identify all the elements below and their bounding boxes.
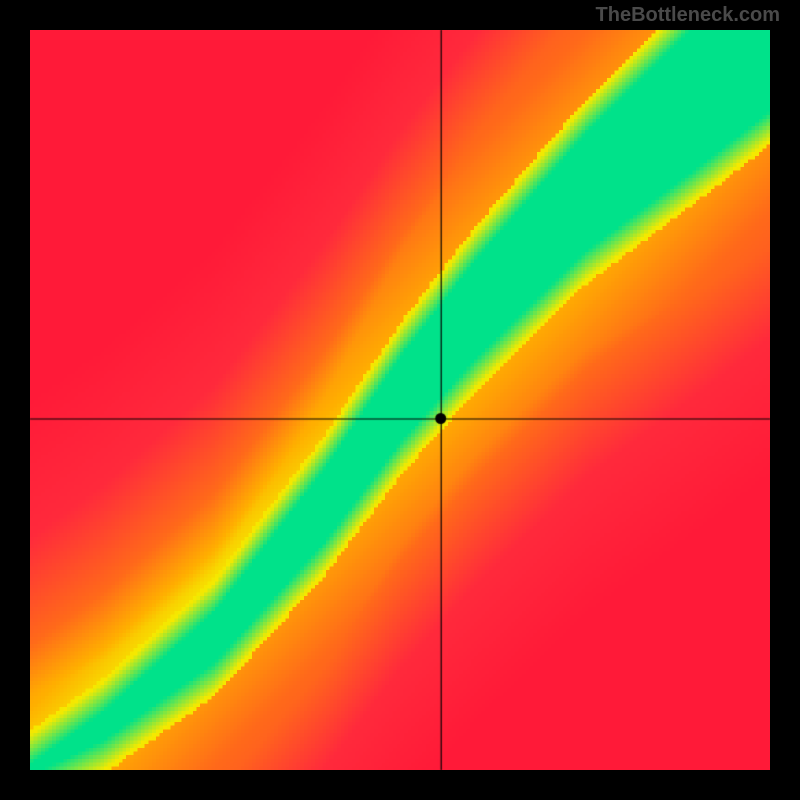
chart-container: TheBottleneck.com [0,0,800,800]
bottleneck-heatmap [30,30,770,770]
watermark-text: TheBottleneck.com [596,4,780,27]
